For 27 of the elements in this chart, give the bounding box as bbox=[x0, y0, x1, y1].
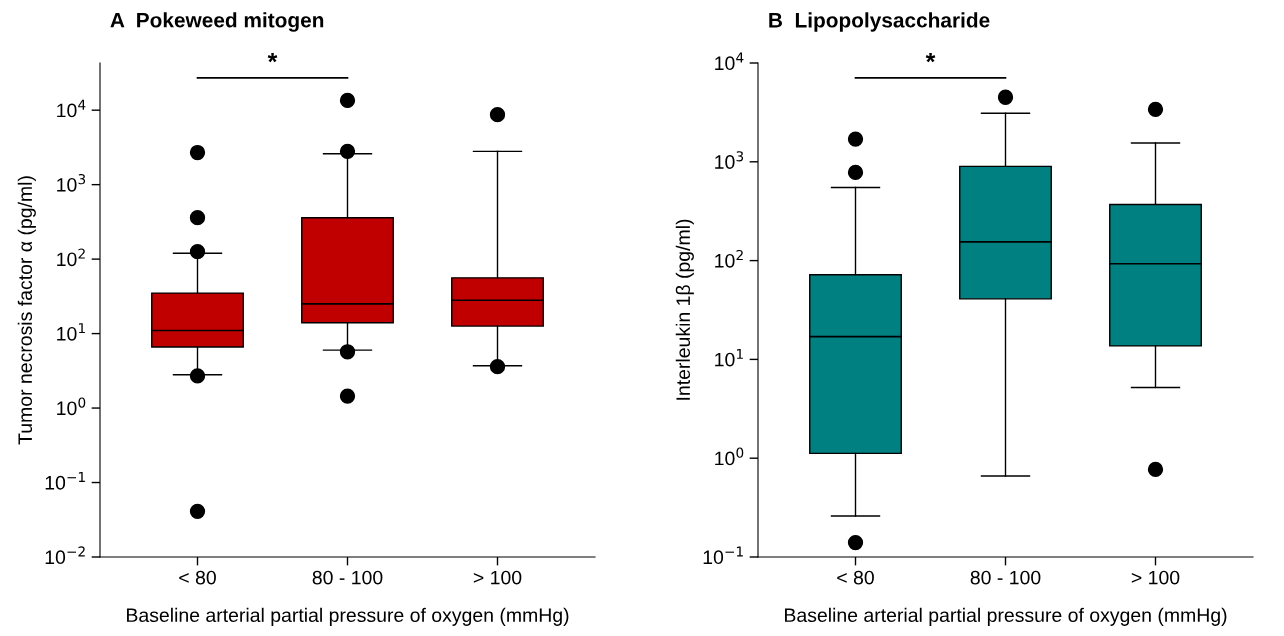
text: * bbox=[925, 52, 936, 63]
x-tick-label: > 100 bbox=[1131, 570, 1180, 585]
y-tick-label: 10$^{4}$ bbox=[57, 99, 86, 118]
x-tick-label: < 80 bbox=[179, 570, 216, 585]
y-tick-label: 10$^{1}$ bbox=[57, 323, 85, 341]
chart-title: B Lipopolysaccharide bbox=[769, 12, 990, 32]
chart-title: A Pokeweed mitogen bbox=[110, 12, 324, 32]
y-tick-label: 10$^{3}$ bbox=[57, 174, 86, 192]
x-axis-title: Baseline arterial partial pressure of oxygen (mmHg) bbox=[127, 607, 569, 626]
y-tick-label: 10$^{−2}$ bbox=[45, 546, 85, 565]
x-tick-label: > 100 bbox=[473, 570, 522, 585]
x-axis-title: Baseline arterial partial pressure of oxygen (mmHg) bbox=[785, 607, 1227, 626]
y-tick-label: 10$^{2}$ bbox=[57, 248, 85, 267]
y-tick-label: 10$^{2}$ bbox=[715, 249, 743, 268]
y-tick-label: 10$^{0}$ bbox=[715, 447, 744, 466]
y-tick-label: 10$^{4}$ bbox=[715, 52, 744, 71]
x-tick-label: 80 - 100 bbox=[312, 570, 383, 585]
y-tick-label: 10$^{−1}$ bbox=[45, 472, 85, 490]
x-tick-label: < 80 bbox=[837, 570, 874, 585]
y-axis-title: Tumor necrosis factor α (pg/ml) bbox=[17, 176, 36, 445]
x-tick-label: 80 - 100 bbox=[970, 570, 1041, 585]
y-tick-label: 10$^{1}$ bbox=[715, 348, 743, 367]
y-tick-label: 10$^{−1}$ bbox=[703, 546, 743, 565]
y-axis-title: Interleukin 1β (pg/ml) bbox=[675, 219, 694, 400]
text: * bbox=[267, 52, 278, 63]
y-tick-label: 10$^{0}$ bbox=[57, 397, 86, 416]
y-tick-label: 10$^{3}$ bbox=[715, 151, 744, 169]
